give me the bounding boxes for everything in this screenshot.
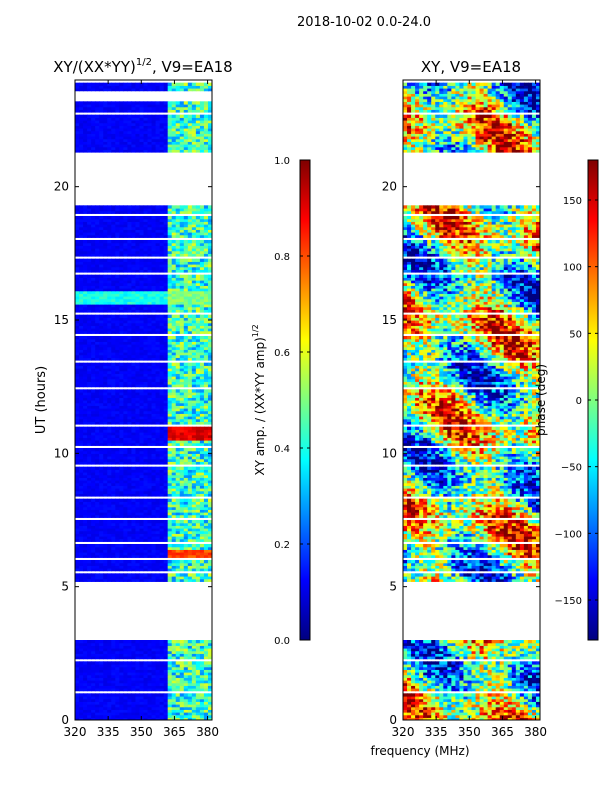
colorbar-tick-label: −50 <box>561 463 582 474</box>
panel1-axes: 320 335 350 365 380 0 5 10 15 20 <box>54 80 219 739</box>
colorbar1-label: XY amp. / (XX*YY amp)1/2 <box>251 324 267 475</box>
y-tick-label: 0 <box>389 713 397 727</box>
colorbar-tick-label: 0 <box>576 396 582 407</box>
panel2-frame <box>402 79 541 721</box>
panel1-frame <box>74 79 213 721</box>
y-tick-label: 15 <box>54 313 69 327</box>
colorbar2-ticks: −150 −100 −50 0 50 100 150 <box>555 196 598 607</box>
colorbar2-label: phase (deg) <box>534 364 548 436</box>
colorbar-tick-label: 0.2 <box>274 540 290 551</box>
colorbar-tick-label: 0.6 <box>274 348 290 359</box>
x-tick-label: 320 <box>64 725 87 739</box>
colorbar-tick-label: 0.4 <box>274 444 290 455</box>
colorbar-tick-label: 0.0 <box>274 636 290 647</box>
x-tick-label: 320 <box>392 725 415 739</box>
colorbar-tick-label: −150 <box>555 596 582 607</box>
y-tick-label: 15 <box>382 313 397 327</box>
y-tick-label: 5 <box>61 580 69 594</box>
colorbar-tick-label: 150 <box>563 196 582 207</box>
x-tick-label: 350 <box>130 725 153 739</box>
panel1-heatmap <box>75 82 212 720</box>
y-tick-label: 20 <box>382 180 397 194</box>
colorbar1-ticks: 0.0 0.2 0.4 0.6 0.8 1.0 <box>274 156 310 647</box>
colorbar-tick-label: 100 <box>563 263 582 274</box>
y-tick-label: 5 <box>389 580 397 594</box>
y-tick-label: 20 <box>54 180 69 194</box>
panel1-title: XY/(XX*YY)1/2, V9=EA18 <box>53 57 232 76</box>
y-tick-label: 0 <box>61 713 69 727</box>
colorbar-tick-label: 1.0 <box>274 156 290 167</box>
suptitle: 2018-10-02 0.0-24.0 <box>297 15 431 30</box>
panel2-heatmap <box>403 82 540 720</box>
panel1-ylabel: UT (hours) <box>34 366 49 434</box>
figure-xlabel: frequency (MHz) <box>370 744 469 758</box>
x-tick-label: 380 <box>524 725 547 739</box>
x-tick-label: 380 <box>196 725 219 739</box>
x-tick-label: 365 <box>491 725 514 739</box>
x-tick-label: 335 <box>97 725 120 739</box>
panel2-axes: 320 335 350 365 380 0 5 10 15 20 <box>382 80 547 739</box>
y-tick-label: 10 <box>54 446 69 460</box>
x-tick-label: 335 <box>425 725 448 739</box>
colorbar-tick-label: 50 <box>569 329 582 340</box>
y-tick-label: 10 <box>382 446 397 460</box>
colorbar1 <box>299 159 311 641</box>
colorbar-tick-label: 0.8 <box>274 252 290 263</box>
panel2-title: XY, V9=EA18 <box>421 58 521 76</box>
x-tick-label: 365 <box>163 725 186 739</box>
colorbar-tick-label: −100 <box>555 529 582 540</box>
x-tick-label: 350 <box>458 725 481 739</box>
